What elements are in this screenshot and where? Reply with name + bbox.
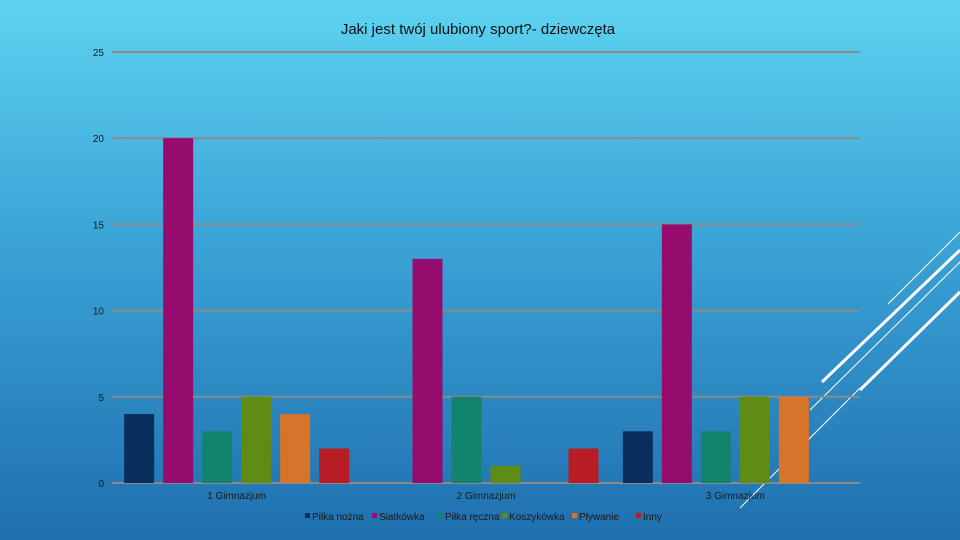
grid (112, 51, 860, 484)
decorative-line (820, 248, 960, 384)
decorative-line (809, 261, 960, 411)
legend-label: Siatkówka (379, 512, 425, 523)
bar (202, 431, 233, 483)
bar (451, 396, 482, 483)
legend-label: Piłka nożna (312, 512, 364, 523)
y-tick-label: 25 (93, 48, 105, 59)
chart-title: Jaki jest twój ulubiony sport?- dziewczę… (341, 21, 616, 38)
y-tick-label: 10 (93, 307, 105, 318)
bars (124, 138, 809, 483)
y-tick-label: 0 (98, 479, 104, 490)
bar (124, 414, 155, 483)
bar (700, 431, 731, 483)
legend-swatch (636, 513, 641, 518)
legend-swatch (372, 513, 377, 518)
bar (163, 138, 194, 483)
bar (412, 258, 443, 483)
y-axis-ticks: 0 5 10 15 20 25 (93, 48, 105, 490)
legend-label: Piłka ręczna (445, 512, 500, 523)
decorative-lines (739, 231, 960, 509)
legend-label: Koszykówka (509, 512, 565, 523)
bar (778, 396, 809, 483)
category-label: 3 Gimnazjum (706, 491, 765, 502)
legend-swatch (438, 513, 443, 518)
y-tick-label: 5 (98, 393, 104, 404)
legend: Piłka nożna Siatkówka Piłka ręczna Koszyków… (305, 512, 662, 523)
decorative-line (858, 290, 960, 392)
bar (241, 396, 272, 483)
y-tick-label: 15 (93, 220, 105, 231)
decorative-line (887, 231, 960, 305)
bar (661, 224, 692, 483)
bar (280, 414, 311, 483)
legend-label: Inny (643, 512, 662, 523)
legend-swatch (305, 513, 310, 518)
bar (622, 431, 653, 483)
bar (490, 465, 521, 483)
category-labels: 1 Gimnazjum 2 Gimnazjum 3 Gimnazjum (207, 491, 765, 502)
legend-swatch (572, 513, 577, 518)
legend-swatch (502, 513, 507, 518)
y-tick-label: 20 (93, 134, 105, 145)
bar (319, 448, 350, 483)
bar (568, 448, 599, 483)
bar (739, 396, 770, 483)
category-label: 2 Gimnazjum (457, 491, 516, 502)
category-label: 1 Gimnazjum (207, 491, 266, 502)
legend-label: Pływanie (579, 512, 619, 523)
